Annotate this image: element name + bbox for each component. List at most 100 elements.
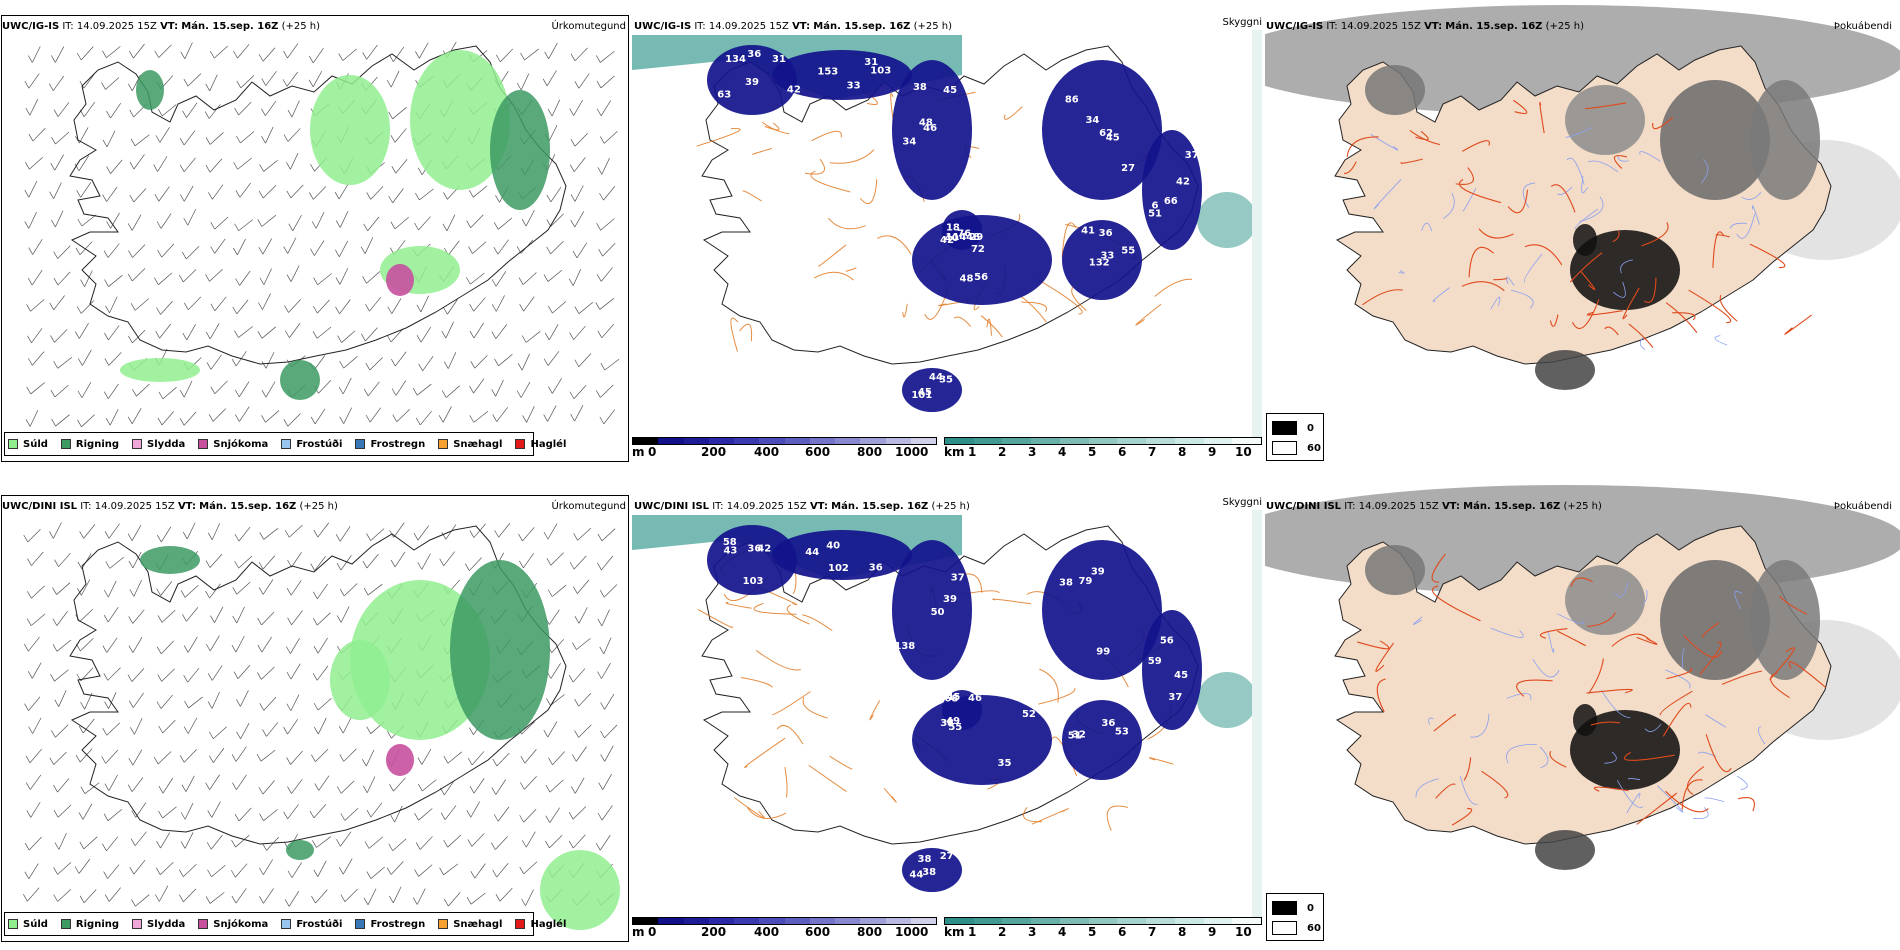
cloud-base-value: 101 <box>911 390 932 401</box>
height-tick: 7 <box>1148 925 1157 939</box>
cloud-base-value: 36 <box>747 49 761 60</box>
legend-item-haglel: Haglél <box>515 919 566 930</box>
fog-legend-item: 60 <box>1272 441 1321 455</box>
depth-unit: m <box>632 445 645 459</box>
cloud-base-value: 76 <box>957 228 971 239</box>
cloud-base-value: 55 <box>948 722 962 733</box>
height-tick: 8 <box>1178 445 1187 459</box>
fog-indicator-map <box>1265 485 1900 925</box>
panel-title: UWC/IG-IS IT: 14.09.2025 15Z VT: Mán. 15… <box>2 21 321 32</box>
legend-item-frostregn: Frostregn <box>355 439 425 450</box>
roads <box>1357 553 1827 826</box>
depth-tick: 800 <box>857 445 883 459</box>
precip-type-map <box>23 522 620 930</box>
height-tick: 7 <box>1148 445 1157 459</box>
cloud-base-value: 31 <box>772 54 786 65</box>
cloud-base-value: 31 <box>864 57 878 68</box>
depth-tick: 400 <box>754 445 780 459</box>
visibility-map: 134 103 48 27 6 42 33 114 45 31 31 38 86 37 48 36 40 35 36… <box>632 30 1262 440</box>
fog-indicator-map <box>1265 5 1900 445</box>
legend-item-frostudi: Frostúði <box>281 439 342 450</box>
height-tick: 5 <box>1088 925 1097 939</box>
cloud-base-value: 36 <box>747 543 761 554</box>
legend-item-slydda: Slydda <box>132 439 185 450</box>
panel-field-name: Þokuábendi <box>1833 21 1892 32</box>
cloud-base-value: 33 <box>847 81 861 92</box>
roads <box>1343 99 1813 349</box>
cloud-base-value: 134 <box>725 54 746 65</box>
depth-colorbar <box>632 437 937 445</box>
cloud-base-value: 37 <box>951 572 965 583</box>
height-tick: 3 <box>1028 925 1037 939</box>
precip-type-panel: UWC/DINI ISL IT: 14.09.2025 15Z VT: Mán.… <box>0 480 630 945</box>
fog-legend: 0 60 <box>1266 413 1324 461</box>
iceland-coastline <box>69 525 567 845</box>
legend-item-sudl: Súld <box>8 439 48 450</box>
cloud-base-value: 39 <box>745 77 759 88</box>
panel-field-name: Úrkomutegund <box>551 21 626 32</box>
cloud-base-value: 56 <box>1160 636 1174 647</box>
height-tick: 6 <box>1118 925 1127 939</box>
panel-title: UWC/DINI ISL IT: 14.09.2025 15Z VT: Mán.… <box>634 501 970 512</box>
cloud-base-value: 42 <box>940 235 954 246</box>
cloud-base-value: 44 <box>929 372 943 383</box>
cloud-base-value: 48 <box>966 232 980 243</box>
depth-tick: 0 <box>648 925 657 939</box>
cloud-base-value: 51 <box>1148 208 1162 219</box>
legend-item-rigning: Rigning <box>60 919 119 930</box>
panel-field-name: Þokuábendi <box>1833 501 1892 512</box>
precip-type-panel: UWC/IG-IS IT: 14.09.2025 15Z VT: Mán. 15… <box>0 0 630 465</box>
panel-field-name: Skyggni <box>1222 17 1262 28</box>
cloud-base-value: 43 <box>723 545 737 556</box>
cloud-base-value: 45 <box>1174 670 1188 681</box>
height-tick: 2 <box>998 925 1007 939</box>
cloud-base-value: 114 <box>946 232 967 243</box>
depth-tick: 600 <box>805 925 831 939</box>
cloud-base-labels: 134 103 48 27 6 42 33 114 45 31 31 38 86 37 48 36 40 35 36… <box>717 49 1198 401</box>
cloud-base-value: 53 <box>1115 726 1129 737</box>
fog-legend-item: 0 <box>1272 901 1314 915</box>
fog-legend: 0 60 <box>1266 893 1324 941</box>
cloud-base-value: 59 <box>1148 656 1162 667</box>
fog-indicator-panel: UWC/DINI ISL IT: 14.09.2025 15Z VT: Mán.… <box>1265 480 1900 945</box>
precip-type-map <box>24 41 620 428</box>
cloud-base-value: 39 <box>943 594 957 605</box>
height-unit: km <box>944 445 965 459</box>
legend-item-rigning: Rigning <box>60 439 119 450</box>
forecast-row-bottom: UWC/DINI ISL IT: 14.09.2025 15Z VT: Mán.… <box>0 480 1900 945</box>
cloud-base-value: 102 <box>828 563 849 574</box>
cloud-base-value: 41 <box>1081 226 1095 237</box>
cloud-base-value: 6 <box>1151 200 1158 211</box>
panel-title: UWC/IG-IS IT: 14.09.2025 15Z VT: Mán. 15… <box>1266 21 1585 32</box>
cloud-base-value: 38 <box>918 854 932 865</box>
depth-unit: m <box>632 925 645 939</box>
fog-field-land <box>1365 545 1820 870</box>
cloud-base-value: 27 <box>1121 163 1135 174</box>
depth-tick: 200 <box>701 925 727 939</box>
cloud-base-value: 45 <box>918 387 932 398</box>
cloud-base-value: 99 <box>1096 647 1110 658</box>
cloud-base-value: 36 <box>869 563 883 574</box>
cloud-base-value: 39 <box>1091 566 1105 577</box>
cloud-base-value: 42 <box>1176 176 1190 187</box>
precip-areas <box>140 546 620 930</box>
cloud-base-value: 36 <box>1099 228 1113 239</box>
fog-legend-item: 60 <box>1272 921 1321 935</box>
cloud-base-value: 45 <box>943 85 957 96</box>
legend-item-snjokoma: Snjókoma <box>198 439 268 450</box>
cloud-base-value: 42 <box>757 543 771 554</box>
height-tick: 2 <box>998 445 1007 459</box>
fog-field-land <box>1365 65 1820 390</box>
cloud-base-value: 42 <box>787 84 801 95</box>
visibility-panel: 134 103 48 27 6 42 33 114 45 31 31 38 86 37 48 36 40 35 36… <box>632 0 1262 465</box>
cloud-base-areas <box>707 45 1202 412</box>
cloud-base-value: 132 <box>1089 257 1110 268</box>
panel-field-name: Skyggni <box>1222 497 1262 508</box>
cloud-base-value: 49 <box>946 716 960 727</box>
cloud-base-value: 46 <box>923 123 937 134</box>
height-colorbar <box>944 437 1262 445</box>
height-tick: 1 <box>968 445 977 459</box>
cloud-base-value: 55 <box>1121 245 1135 256</box>
